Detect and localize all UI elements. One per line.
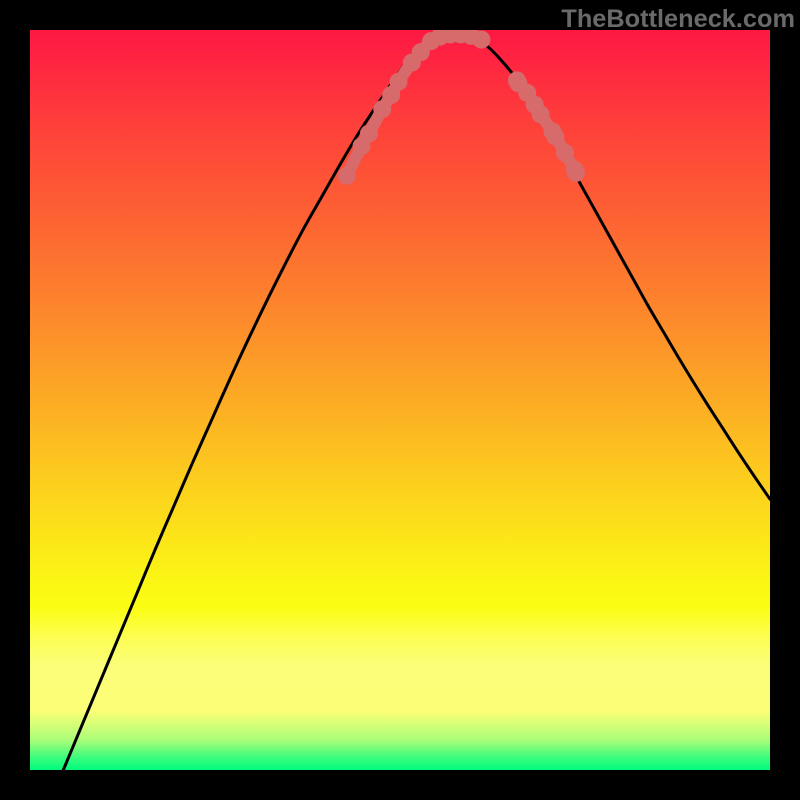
right-markers-point [567,164,585,182]
left-markers-point [390,73,408,91]
container: TheBottleneck.com [0,0,800,800]
left-markers-point [472,31,490,49]
left-markers-point [338,167,356,185]
gradient-background [30,30,770,770]
right-markers-point [556,144,574,162]
right-markers-point [546,128,564,146]
watermark-text: TheBottleneck.com [561,5,795,34]
chart-plot [30,30,770,770]
left-markers-point [360,125,378,143]
right-markers-point [532,105,550,123]
